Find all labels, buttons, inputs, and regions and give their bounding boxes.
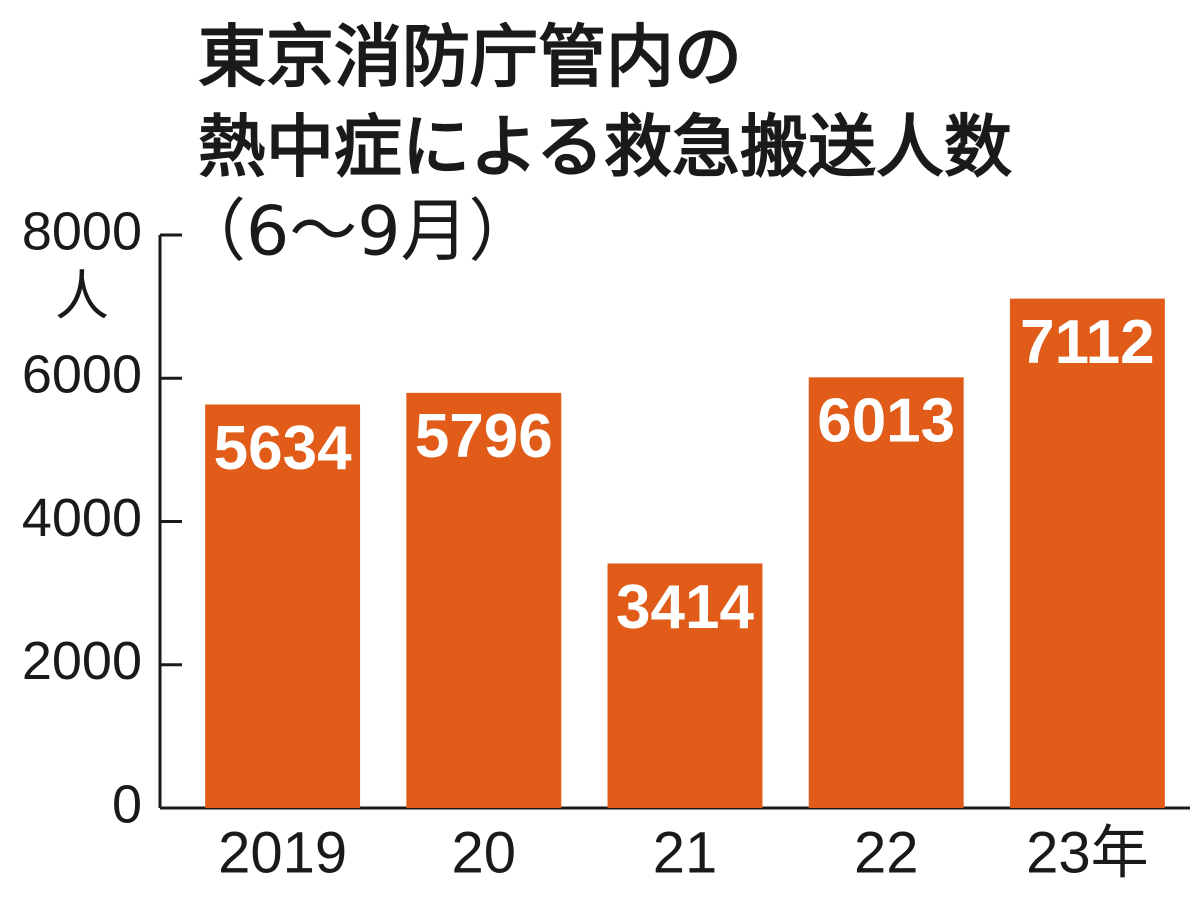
value-label: 6013 bbox=[817, 387, 955, 456]
y-tick-label: 4000 bbox=[22, 488, 142, 548]
y-tick-label: 0 bbox=[112, 774, 142, 834]
bar bbox=[1009, 298, 1165, 808]
value-label: 5634 bbox=[214, 414, 352, 483]
y-tick-label: 6000 bbox=[22, 345, 142, 405]
bar bbox=[607, 563, 763, 808]
bar bbox=[808, 377, 964, 808]
y-tick-label: 8000 bbox=[22, 201, 142, 261]
chart-title-line-1: 東京消防庁管内の bbox=[198, 19, 742, 98]
bar bbox=[406, 392, 562, 808]
y-axis-unit: 人 bbox=[55, 266, 109, 326]
chart-subtitle: （6〜9月） bbox=[178, 193, 537, 272]
value-label: 7112 bbox=[1020, 308, 1155, 377]
x-tick-label: 2019 bbox=[218, 820, 347, 885]
x-tick-label: 23年 bbox=[1026, 820, 1149, 885]
x-tick-label: 22 bbox=[854, 820, 919, 885]
x-tick-label: 20 bbox=[452, 820, 517, 885]
y-tick-label: 2000 bbox=[22, 631, 142, 691]
bar bbox=[205, 404, 361, 808]
value-label: 5796 bbox=[415, 402, 553, 471]
value-label: 3414 bbox=[616, 573, 754, 642]
x-tick-label: 21 bbox=[653, 820, 718, 885]
chart-title-line-2: 熱中症による救急搬送人数 bbox=[198, 109, 1012, 188]
